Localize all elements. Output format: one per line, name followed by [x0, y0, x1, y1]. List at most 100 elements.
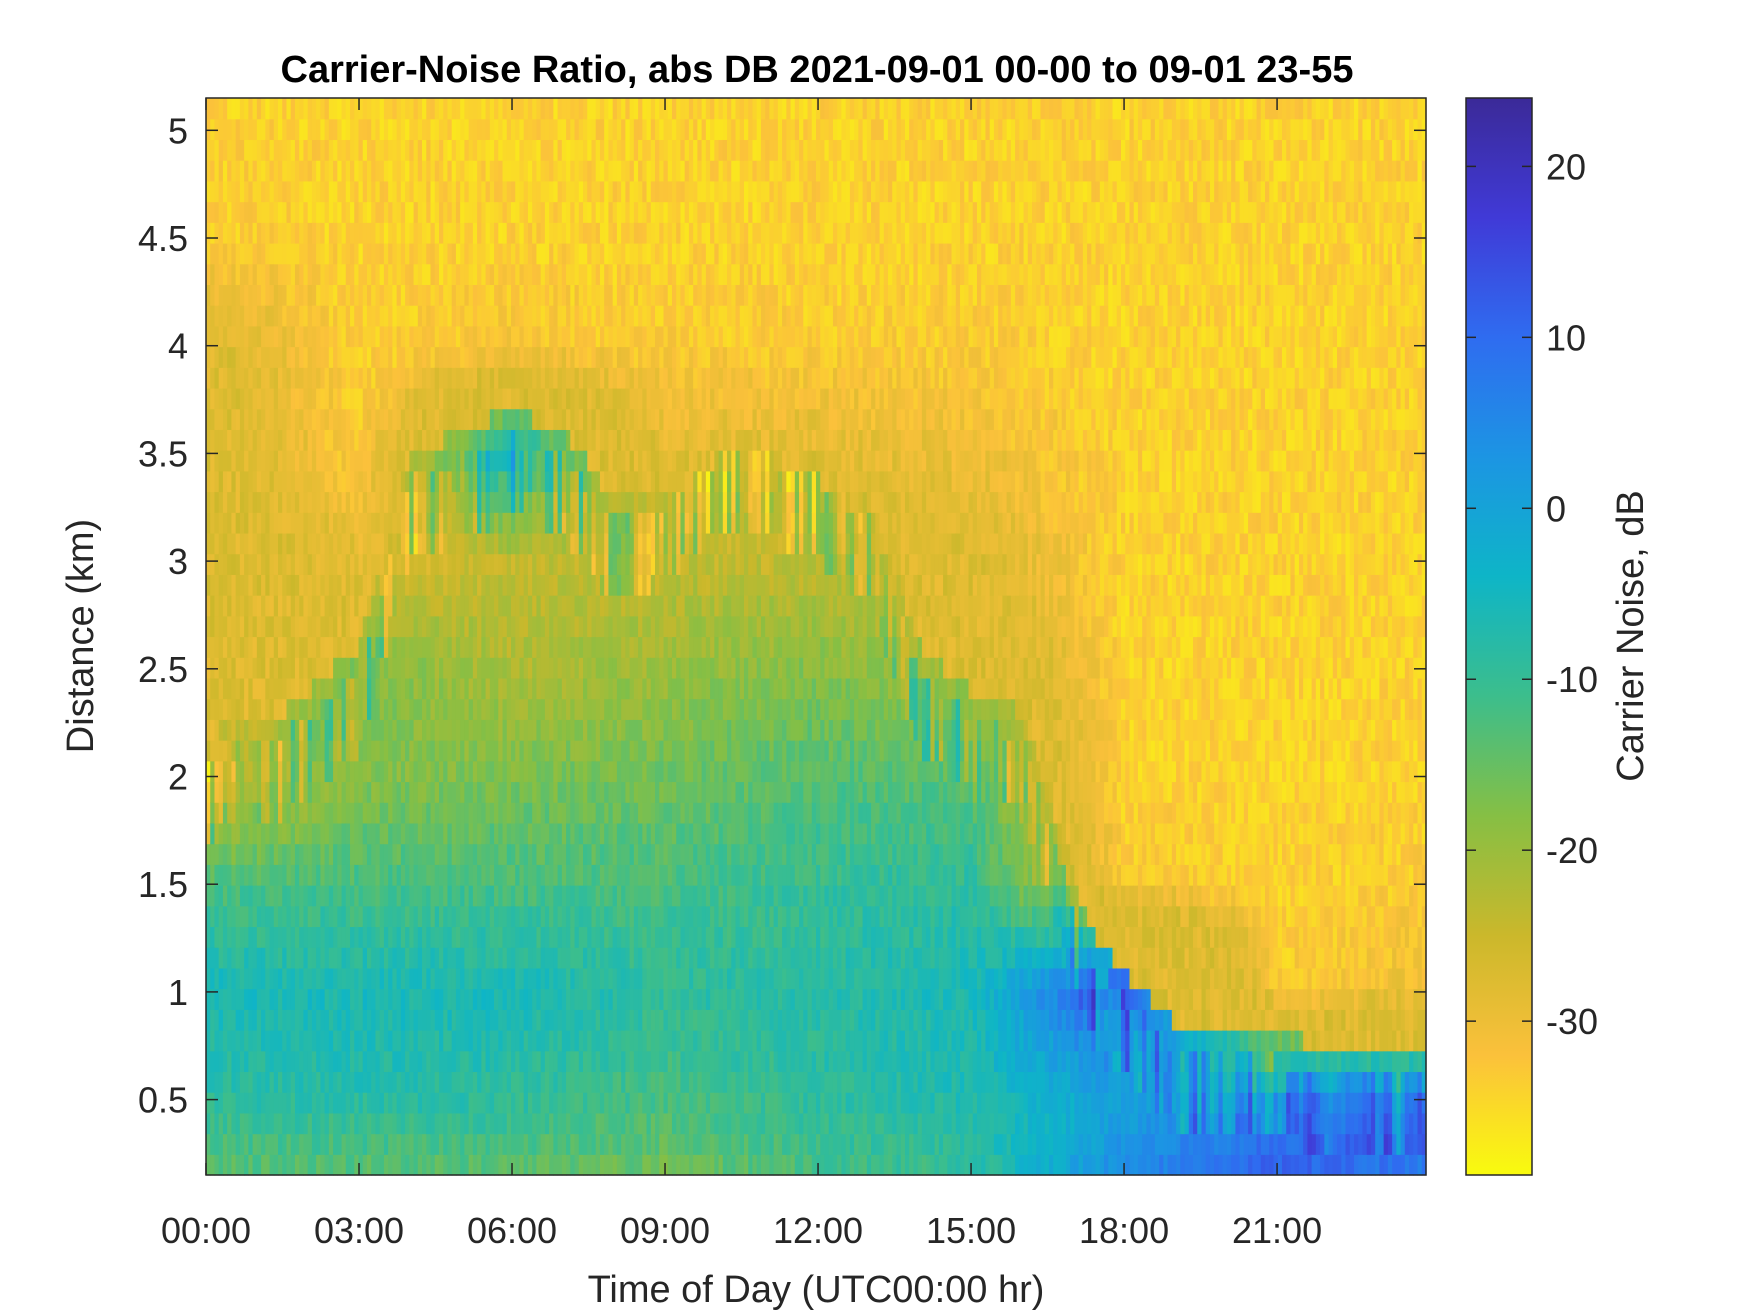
- heatmap-cell: [414, 326, 419, 347]
- heatmap-cell: [282, 906, 287, 927]
- heatmap-cell: [354, 595, 359, 616]
- heatmap-cell: [316, 1030, 321, 1051]
- heatmap-cell: [515, 533, 520, 554]
- heatmap-cell: [511, 512, 516, 533]
- heatmap-cell: [405, 616, 410, 637]
- heatmap-cell: [587, 1113, 592, 1134]
- heatmap-cell: [507, 367, 512, 388]
- heatmap-cell: [418, 243, 423, 264]
- heatmap-cell: [316, 98, 321, 119]
- heatmap-cell: [210, 781, 215, 802]
- heatmap-cell: [545, 1154, 550, 1175]
- heatmap-cell: [278, 1009, 283, 1030]
- heatmap-cell: [460, 1051, 465, 1072]
- heatmap-cell: [608, 719, 613, 740]
- heatmap-cell: [286, 388, 291, 409]
- heatmap-cell: [354, 844, 359, 865]
- heatmap-cell: [244, 885, 249, 906]
- heatmap-cell: [600, 409, 605, 430]
- heatmap-cell: [329, 1092, 334, 1113]
- heatmap-cell: [524, 823, 529, 844]
- heatmap-cell: [384, 367, 389, 388]
- heatmap-cell: [363, 1009, 368, 1030]
- heatmap-cell: [210, 160, 215, 181]
- heatmap-cell: [422, 284, 427, 305]
- heatmap-cell: [265, 181, 270, 202]
- heatmap-cell: [388, 1071, 393, 1092]
- heatmap-cell: [219, 1154, 224, 1175]
- heatmap-cell: [329, 1009, 334, 1030]
- heatmap-cell: [354, 1113, 359, 1134]
- heatmap-cell: [528, 429, 533, 450]
- heatmap-cell: [583, 98, 588, 119]
- heatmap-cell: [532, 906, 537, 927]
- heatmap-cell: [524, 512, 529, 533]
- heatmap-cell: [270, 906, 275, 927]
- heatmap-cell: [270, 305, 275, 326]
- heatmap-cell: [604, 761, 609, 782]
- heatmap-cell: [236, 1092, 241, 1113]
- heatmap-cell: [392, 1134, 397, 1155]
- heatmap-cell: [562, 1154, 567, 1175]
- heatmap-cell: [248, 181, 253, 202]
- heatmap-cell: [481, 595, 486, 616]
- heatmap-cell: [308, 409, 313, 430]
- heatmap-cell: [375, 222, 380, 243]
- heatmap-cell: [274, 388, 279, 409]
- heatmap-cell: [375, 1134, 380, 1155]
- heatmap-cell: [486, 471, 491, 492]
- heatmap-cell: [257, 926, 262, 947]
- heatmap-cell: [359, 574, 364, 595]
- heatmap-cell: [219, 554, 224, 575]
- heatmap-cell: [541, 450, 546, 471]
- heatmap-cell: [528, 657, 533, 678]
- heatmap-cell: [375, 595, 380, 616]
- heatmap-cell: [549, 554, 554, 575]
- heatmap-cell: [253, 1092, 258, 1113]
- heatmap-cell: [532, 1154, 537, 1175]
- heatmap-cell: [346, 926, 351, 947]
- heatmap-cell: [295, 906, 300, 927]
- heatmap-cell: [587, 512, 592, 533]
- heatmap-cell: [312, 968, 317, 989]
- heatmap-cell: [507, 1071, 512, 1092]
- heatmap-cell: [579, 595, 584, 616]
- heatmap-cell: [312, 637, 317, 658]
- heatmap-cell: [320, 1154, 325, 1175]
- heatmap-cell: [562, 719, 567, 740]
- heatmap-cell: [431, 1051, 436, 1072]
- heatmap-cell: [596, 699, 601, 720]
- heatmap-cell: [524, 471, 529, 492]
- heatmap-cell: [282, 388, 287, 409]
- heatmap-cell: [562, 98, 567, 119]
- heatmap-cell: [363, 761, 368, 782]
- heatmap-cell: [608, 409, 613, 430]
- heatmap-cell: [439, 409, 444, 430]
- heatmap-cell: [566, 1030, 571, 1051]
- heatmap-cell: [579, 429, 584, 450]
- heatmap-cell: [503, 409, 508, 430]
- heatmap-cell: [447, 1009, 452, 1030]
- heatmap-cell: [325, 471, 330, 492]
- heatmap-cell: [291, 761, 296, 782]
- heatmap-cell: [515, 305, 520, 326]
- heatmap-cell: [244, 264, 249, 285]
- heatmap-cell: [388, 98, 393, 119]
- heatmap-cell: [274, 802, 279, 823]
- heatmap-cell: [447, 823, 452, 844]
- heatmap-cell: [236, 1154, 241, 1175]
- heatmap-cell: [583, 119, 588, 140]
- heatmap-cell: [591, 512, 596, 533]
- heatmap-cell: [604, 492, 609, 513]
- heatmap-cell: [583, 719, 588, 740]
- heatmap-cell: [346, 761, 351, 782]
- heatmap-cell: [447, 595, 452, 616]
- heatmap-cell: [579, 657, 584, 678]
- heatmap-cell: [397, 781, 402, 802]
- heatmap-cell: [511, 864, 516, 885]
- heatmap-cell: [490, 160, 495, 181]
- heatmap-cell: [553, 409, 558, 430]
- heatmap-cell: [274, 139, 279, 160]
- heatmap-cell: [426, 1113, 431, 1134]
- heatmap-cell: [397, 844, 402, 865]
